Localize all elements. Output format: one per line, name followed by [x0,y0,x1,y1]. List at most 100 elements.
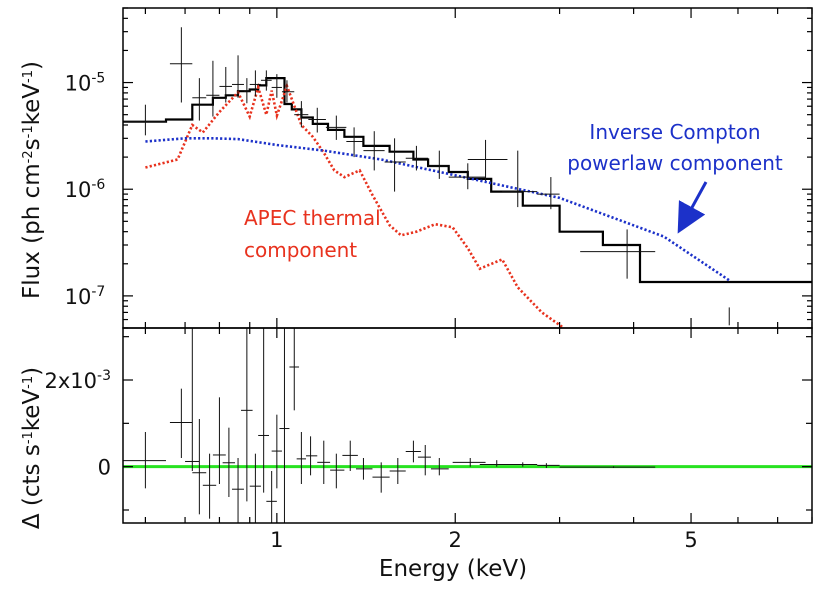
data-point [580,229,656,279]
data-point [537,177,560,210]
residual-point [430,458,449,476]
data-point [123,104,166,136]
bottom-y-ticks: 0 2x10-3 [45,336,812,511]
bottom-y-axis-label: Δ (cts s-1keV-1) [19,367,45,529]
top-panel: 10-710-610-5 Flux (ph cm-2s-1keV-1) Inve… [19,7,813,330]
data-point [325,115,347,140]
residual-point [192,419,207,515]
y-tick-base: 10 [65,285,92,309]
bottom-y-label-mid1: keV [19,389,45,432]
y-tick-exponent: -5 [91,71,105,87]
data-point [308,107,326,133]
data-point [363,131,385,171]
ic-annotation-line-1: Inverse Compton [589,120,760,144]
apec-annotation: APEC thermal component [244,206,381,262]
residual-point [342,440,358,471]
residual-point [330,453,345,489]
residual-point [123,432,166,489]
top-y-ticks: 10-710-610-5 [65,7,812,329]
ic-annotation: Inverse Compton powerlaw component [567,120,783,175]
series-inverse-compton-powerlaw-component [145,137,730,282]
residual-point [372,462,390,493]
top-series-group [123,77,812,330]
data-point [428,150,449,179]
data-point [384,138,406,192]
residual-point [452,458,486,467]
residual-y-tick-label: 0 [98,456,111,480]
residual-point [317,440,331,484]
ic-annotation-arrow [677,181,708,234]
x-tick-label: 1 [270,528,283,552]
data-point [243,78,250,104]
top-y-label-exp3: -1 [21,70,36,83]
residual-point [389,458,406,484]
y-tick-base: 10 [65,178,92,202]
data-point [260,70,272,91]
residual-point [479,460,513,467]
data-point [249,70,261,97]
data-point [219,66,232,103]
x-tick-label: 5 [684,528,697,552]
y-tick-label: 10-5 [65,71,106,96]
residual-point [559,466,656,468]
top-data-points [123,27,730,326]
residual-point [289,328,300,411]
data-point [448,163,486,190]
data-point [294,101,309,128]
residual-y-tick-base: 2x10 [45,369,98,393]
residual-point [271,414,282,489]
y-tick-label: 10-7 [65,284,106,309]
data-point [192,78,207,121]
bottom-y-label-suffix: ) [19,367,45,376]
series-apec-thermal-component [145,82,565,330]
apec-annotation-line-2: component [244,238,357,262]
top-y-label-prefix: Flux (ph cm [19,163,45,299]
data-point [346,127,364,158]
top-y-label-suffix: ) [19,61,45,70]
residual-y-tick-label: 2x10-3 [45,368,111,393]
residual-point [212,397,226,484]
residual-point [249,453,261,523]
residual-point [241,328,253,502]
data-point [405,145,429,171]
residual-point [306,436,318,476]
top-y-label-exp2: -1 [21,125,36,138]
residual-point [355,458,373,480]
residual-point [296,432,307,484]
data-point [169,27,193,103]
top-y-axis-label: Flux (ph cm-2s-1keV-1) [19,61,45,299]
residual-point [405,440,421,463]
residual-point [222,427,236,497]
residual-point [202,453,217,519]
x-axis-label: Energy (keV) [379,556,527,582]
top-y-label-exp1: -2 [21,150,36,163]
y-tick-exponent: -7 [91,284,105,300]
top-y-label-mid1: s [19,138,45,150]
residual-point [507,462,538,467]
bottom-y-label-exp1: -1 [21,431,36,444]
data-point [271,74,282,98]
ic-annotation-line-2: powerlaw component [567,151,783,175]
residual-point [231,458,244,523]
bottom-panel-frame [122,327,813,524]
residual-point [258,328,270,493]
residual-point [537,463,560,468]
residual-points [123,328,656,523]
top-y-label-mid2: keV [19,83,45,126]
residual-point [279,328,290,523]
bottom-x-ticks: 1 2 5 [144,328,813,552]
x-tick-label: 2 [449,528,462,552]
residual-y-tick-base: 0 [98,456,111,480]
bottom-y-label-prefix: Δ (cts s [19,444,45,529]
y-tick-label: 10-6 [65,177,106,202]
bottom-y-label-exp2: -1 [21,376,36,389]
apec-annotation-line-1: APEC thermal [244,206,381,230]
data-point [502,150,538,208]
residual-point [185,328,200,471]
data-point [467,139,508,181]
data-point [231,55,244,98]
residual-point [266,471,277,523]
